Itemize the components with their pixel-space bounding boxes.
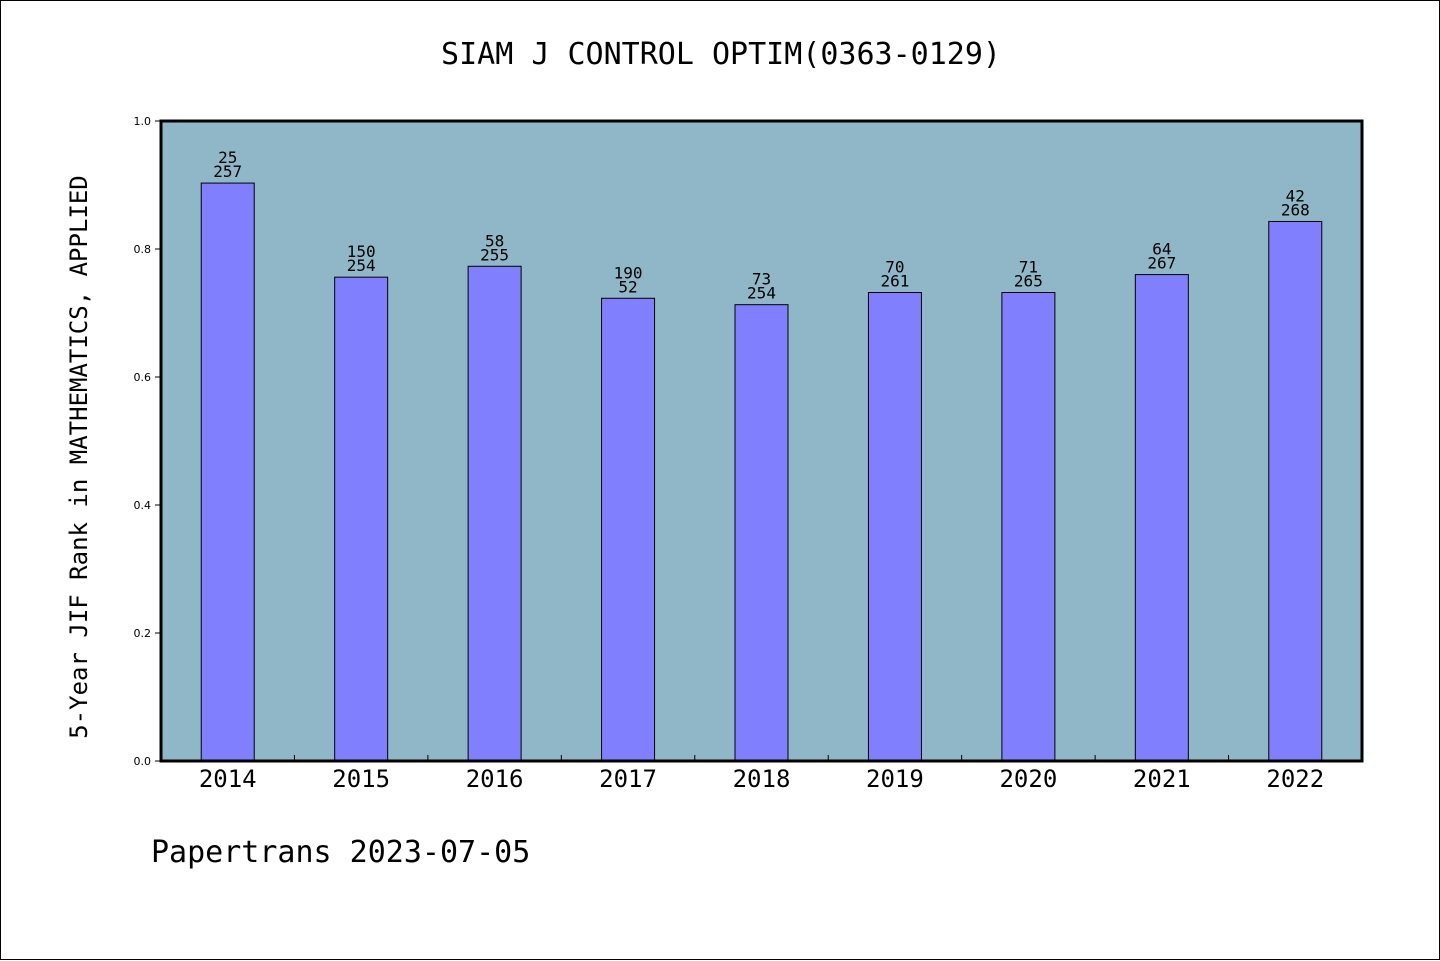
y-tick-label: 0.0 <box>134 755 152 768</box>
bar-2017 <box>601 297 656 762</box>
bar-label-total: 265 <box>1014 272 1043 291</box>
bar-label-total: 261 <box>880 272 909 291</box>
y-tick-label: 0.2 <box>134 627 152 640</box>
bar-2018 <box>734 304 789 762</box>
bar-label-total: 257 <box>213 162 242 181</box>
bar-label-rank: 70 <box>885 258 904 277</box>
x-tick-label: 2015 <box>332 765 390 793</box>
x-tick-label: 2016 <box>466 765 524 793</box>
bar-label-rank: 150 <box>347 242 376 261</box>
x-tick-label: 2020 <box>999 765 1057 793</box>
bar-label-rank: 190 <box>614 263 643 282</box>
x-tick-label: 2017 <box>599 765 657 793</box>
bar-label-rank: 64 <box>1152 240 1171 259</box>
bar-2022 <box>1268 220 1323 762</box>
x-tick-label: 2022 <box>1266 765 1324 793</box>
bar-2019 <box>867 292 922 762</box>
y-tick-label: 0.6 <box>134 371 152 384</box>
bar-label-total: 52 <box>618 277 637 296</box>
bar-label-rank: 71 <box>1019 258 1038 277</box>
plot-frame <box>159 119 1364 763</box>
x-tick-label: 2021 <box>1133 765 1191 793</box>
x-tick-label: 2019 <box>866 765 924 793</box>
chart-title: SIAM J CONTROL OPTIM(0363-0129) <box>441 37 1001 72</box>
bar-2014 <box>200 182 255 762</box>
bar-label-total: 254 <box>347 256 376 275</box>
bar-label-rank: 73 <box>752 270 771 289</box>
bar-2015 <box>334 276 389 762</box>
x-tick-label: 2014 <box>199 765 257 793</box>
bar-label-total: 255 <box>480 245 509 264</box>
bar-2016 <box>467 265 522 762</box>
bar-label-rank: 42 <box>1286 186 1305 205</box>
y-tick-label: 1.0 <box>134 115 152 128</box>
bar-label-total: 268 <box>1281 200 1310 219</box>
bar-2021 <box>1134 274 1189 762</box>
bar-label-rank: 58 <box>485 231 504 250</box>
footer-credit: Papertrans 2023-07-05 <box>151 835 531 870</box>
bar-label-rank: 25 <box>218 148 237 167</box>
x-tick-label: 2018 <box>733 765 791 793</box>
bar-label-total: 254 <box>747 284 776 303</box>
y-tick-label: 0.4 <box>134 499 152 512</box>
y-tick-label: 0.8 <box>134 243 152 256</box>
bar-2020 <box>1001 292 1056 762</box>
bar-label-total: 267 <box>1147 254 1176 273</box>
